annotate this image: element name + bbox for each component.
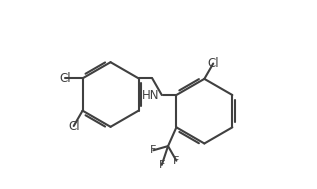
Text: F: F	[150, 145, 157, 155]
Text: HN: HN	[142, 88, 160, 101]
Text: Cl: Cl	[59, 72, 71, 85]
Text: F: F	[173, 156, 179, 166]
Text: Cl: Cl	[207, 57, 219, 70]
Text: F: F	[158, 160, 165, 170]
Text: Cl: Cl	[68, 119, 80, 132]
